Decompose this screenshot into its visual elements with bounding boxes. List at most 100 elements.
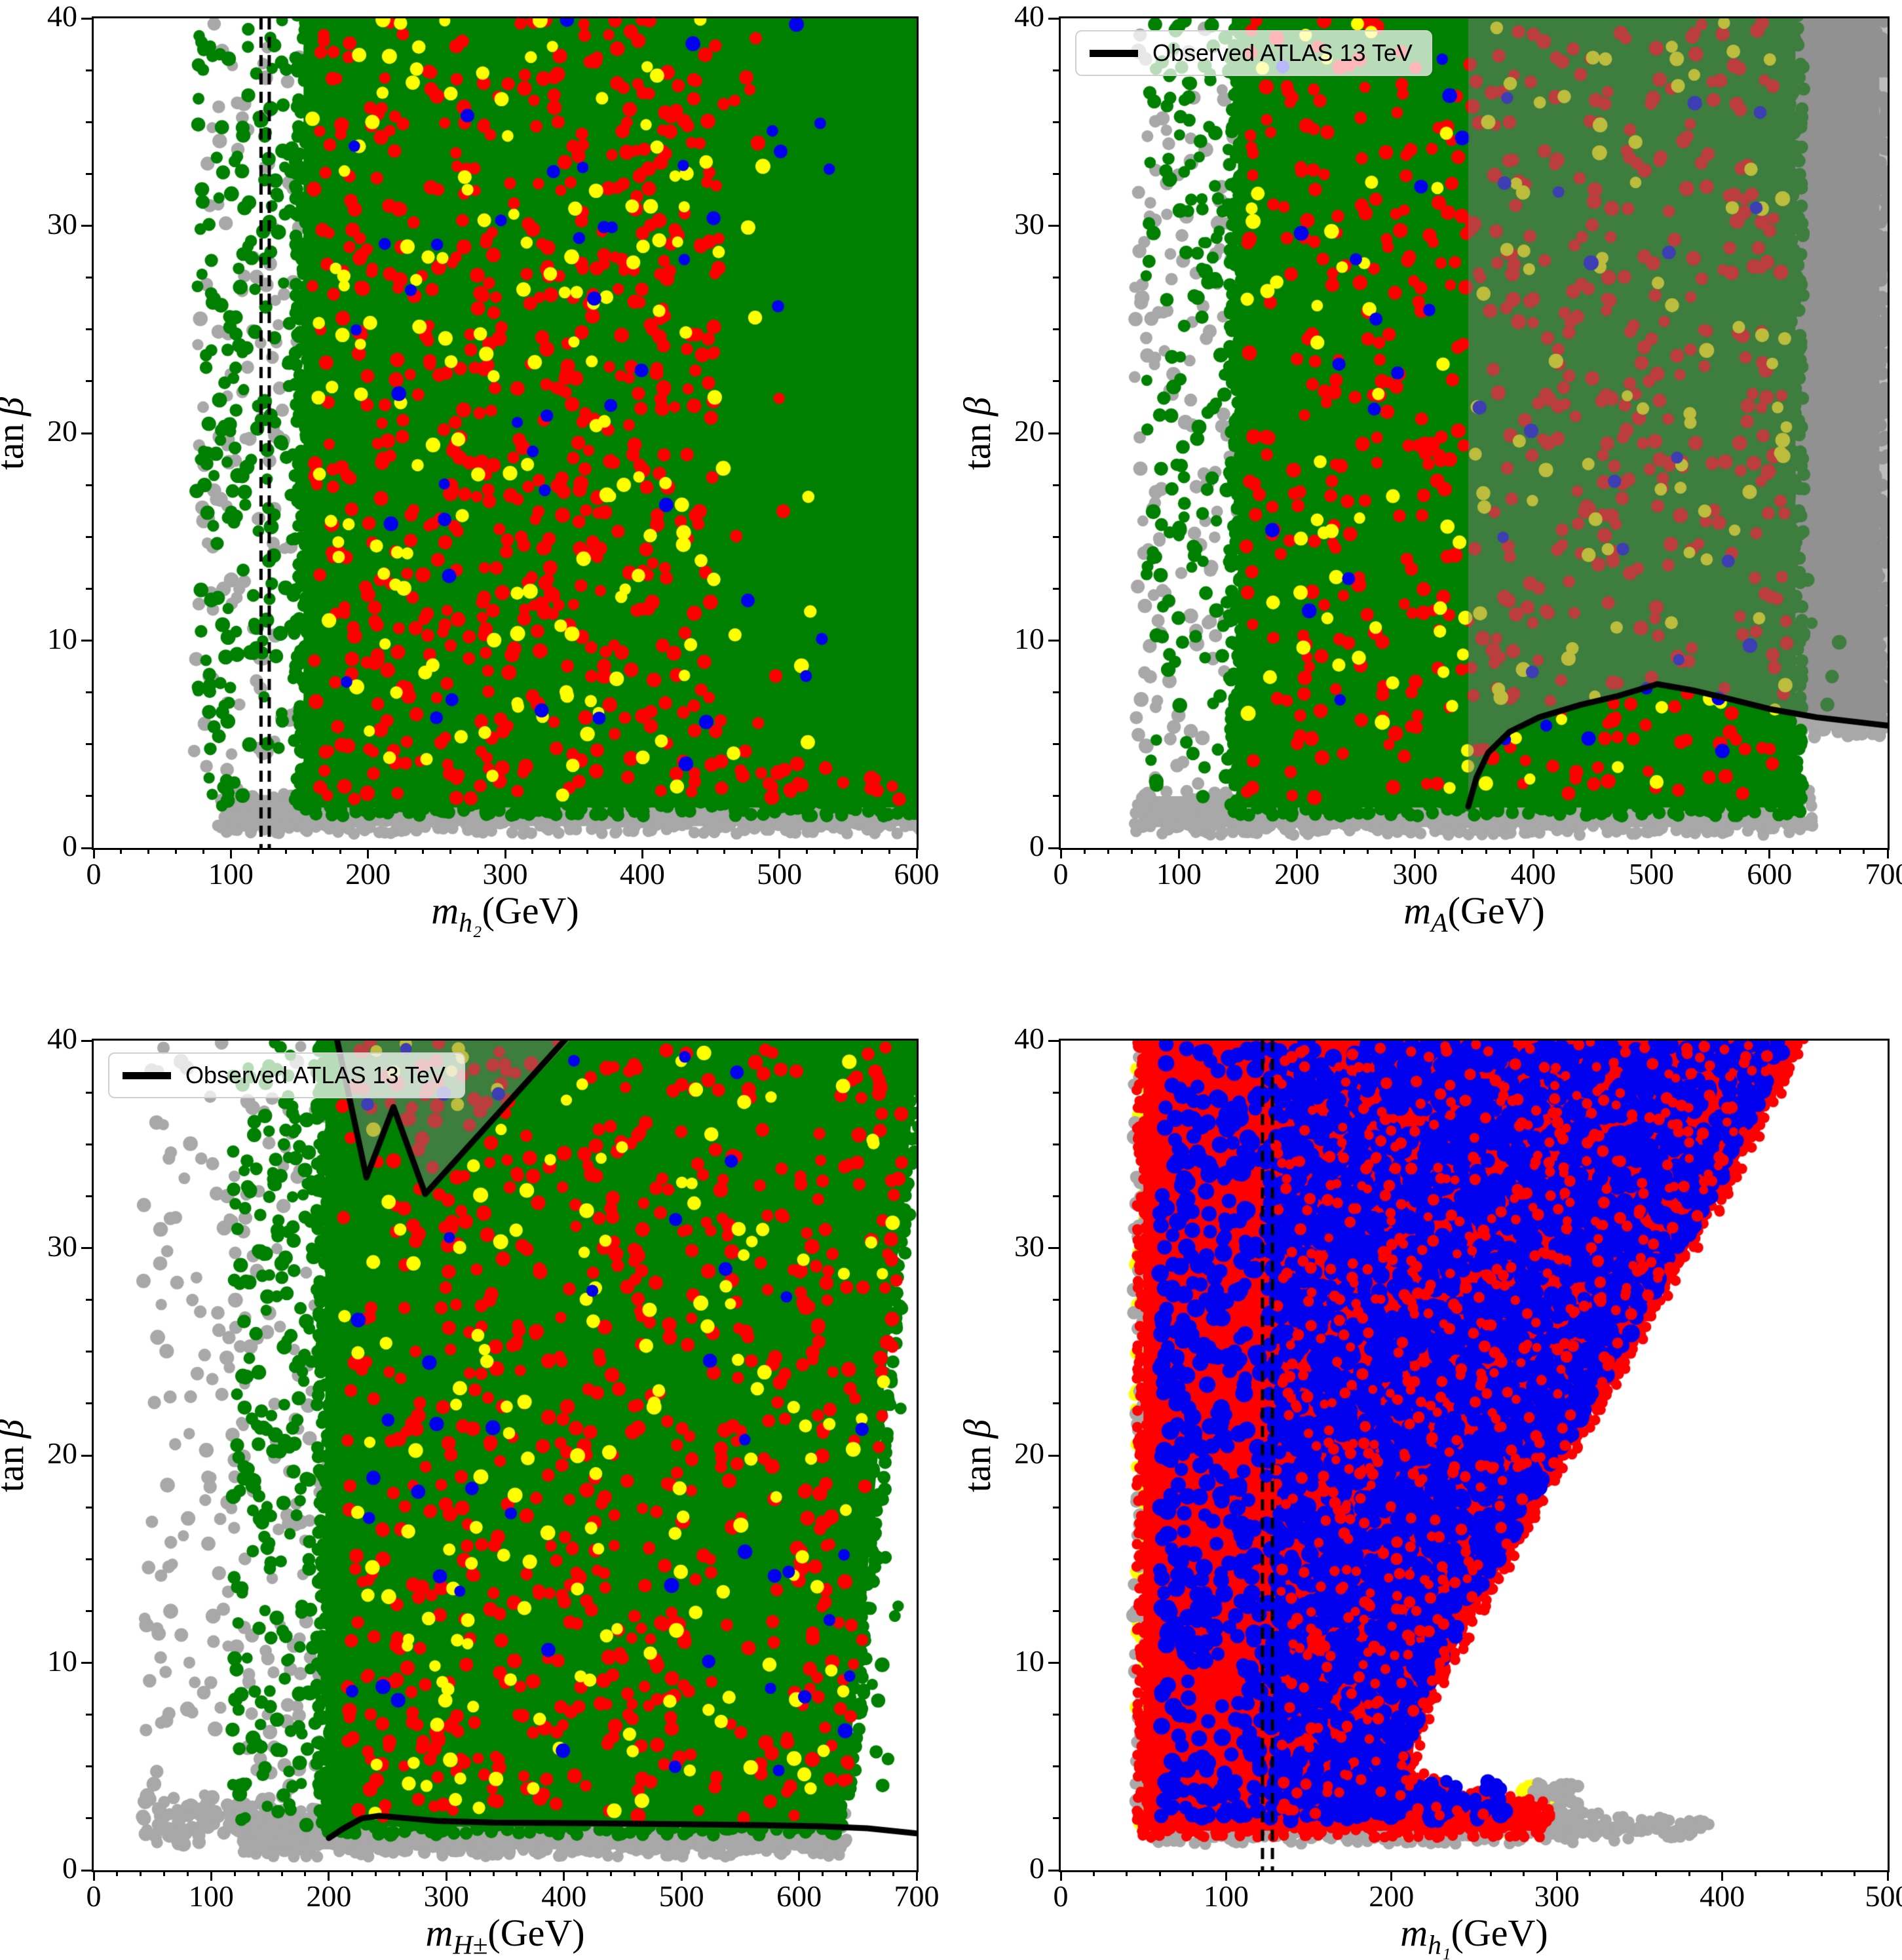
- x-tick: [1485, 848, 1487, 854]
- y-tick: [1053, 1817, 1059, 1820]
- x-tick: [751, 848, 753, 854]
- x-axis-title: mh₁(GeV): [1400, 1912, 1548, 1960]
- y-tick: [1053, 172, 1059, 175]
- observed-curve-swatch: [1090, 49, 1138, 57]
- x-tick-label: 0: [86, 1879, 102, 1913]
- x-tick: [1059, 848, 1062, 858]
- y-tick: [86, 1299, 92, 1301]
- x-tick: [257, 1870, 259, 1876]
- x-tick: [1886, 1870, 1889, 1881]
- y-tick: [81, 640, 92, 642]
- y-tick-label: 20: [47, 1436, 77, 1470]
- x-tick: [1367, 848, 1369, 854]
- y-tick-label: 30: [1014, 1229, 1044, 1263]
- y-tick-label: 20: [1014, 414, 1044, 448]
- x-tick-label: 700: [1865, 857, 1902, 891]
- y-tick-label: 30: [47, 206, 77, 240]
- y-tick: [1053, 69, 1059, 71]
- x-tick: [1154, 848, 1156, 854]
- scatter-canvas-mh1: [1061, 1041, 1888, 1870]
- x-tick: [668, 848, 671, 854]
- x-tick: [680, 1870, 683, 1881]
- x-tick: [492, 1870, 495, 1876]
- y-tick: [1048, 847, 1059, 849]
- panel-mh2: tan β mh₂(GeV) 0100200300400500600010203…: [0, 0, 940, 938]
- x-tick: [257, 848, 259, 854]
- x-tick: [1698, 848, 1700, 854]
- x-tick: [833, 848, 835, 854]
- x-tick: [641, 848, 643, 858]
- scatter-canvas-mh2: [94, 18, 917, 848]
- x-tick: [1296, 848, 1299, 858]
- x-tick-label: 300: [1392, 857, 1438, 891]
- x-tick: [339, 848, 342, 854]
- x-tick-label: 100: [1203, 1879, 1249, 1913]
- x-tick: [806, 848, 808, 854]
- x-tick: [328, 1870, 330, 1881]
- x-tick: [1320, 848, 1322, 854]
- y-tick: [86, 1506, 92, 1508]
- x-tick: [476, 848, 479, 854]
- x-tick: [449, 848, 451, 854]
- x-tick: [727, 1870, 730, 1876]
- y-tick: [1048, 1869, 1059, 1872]
- y-tick: [1048, 1454, 1059, 1457]
- legend-label: Observed ATLAS 13 TeV: [185, 1062, 446, 1088]
- x-tick: [1886, 848, 1889, 858]
- observed-curve-swatch: [123, 1071, 171, 1079]
- y-tick-label: 10: [47, 621, 77, 655]
- x-tick-label: 300: [1534, 1879, 1580, 1913]
- x-tick: [1107, 848, 1109, 854]
- x-tick: [915, 1870, 918, 1881]
- y-tick-label: 10: [1014, 621, 1044, 655]
- y-tick: [1053, 328, 1059, 331]
- x-tick: [1721, 848, 1724, 854]
- scatter-canvas-mHpm: [94, 1041, 917, 1870]
- x-tick: [915, 848, 918, 858]
- x-tick-label: 500: [1628, 857, 1674, 891]
- x-tick: [1754, 1870, 1757, 1876]
- y-tick: [86, 1765, 92, 1768]
- y-tick: [86, 277, 92, 279]
- x-tick: [1291, 1870, 1293, 1876]
- x-tick: [120, 848, 123, 854]
- x-tick-label: 100: [188, 1879, 234, 1913]
- y-tick-label: 30: [47, 1229, 77, 1263]
- x-tick-label: 0: [1053, 1879, 1069, 1913]
- x-tick-label: 500: [1865, 1879, 1902, 1913]
- x-tick: [1437, 848, 1440, 854]
- x-axis-title: mH±(GeV): [425, 1912, 585, 1960]
- x-tick: [1126, 1870, 1128, 1876]
- y-tick: [1048, 432, 1059, 434]
- y-tick: [1048, 1662, 1059, 1664]
- y-tick-label: 40: [1014, 1022, 1044, 1055]
- x-tick: [116, 1870, 119, 1876]
- x-axis-title: mh₂(GeV): [431, 889, 579, 938]
- x-tick: [1390, 1870, 1393, 1881]
- x-tick: [613, 848, 616, 854]
- x-tick-label: 0: [86, 857, 102, 891]
- x-tick: [778, 848, 781, 858]
- x-tick: [304, 1870, 307, 1876]
- x-tick: [868, 1870, 871, 1876]
- y-tick: [1053, 743, 1059, 746]
- x-tick: [351, 1870, 354, 1876]
- x-tick: [1248, 848, 1251, 854]
- x-tick: [394, 848, 397, 854]
- x-tick: [633, 1870, 636, 1876]
- x-tick: [586, 848, 589, 854]
- x-tick: [1357, 1870, 1360, 1876]
- y-tick-label: 0: [62, 1851, 77, 1885]
- x-tick: [559, 848, 561, 854]
- x-axis-title: mA(GeV): [1403, 889, 1545, 938]
- y-tick: [81, 1454, 92, 1457]
- y-tick: [86, 172, 92, 175]
- y-tick-label: 40: [47, 0, 77, 33]
- y-tick: [86, 587, 92, 590]
- x-tick: [586, 1870, 589, 1876]
- x-tick-label: 300: [423, 1879, 469, 1913]
- y-tick-label: 0: [1029, 1851, 1044, 1885]
- y-tick: [1053, 535, 1059, 538]
- legend: Observed ATLAS 13 TeV: [1075, 30, 1432, 76]
- y-tick: [86, 1091, 92, 1094]
